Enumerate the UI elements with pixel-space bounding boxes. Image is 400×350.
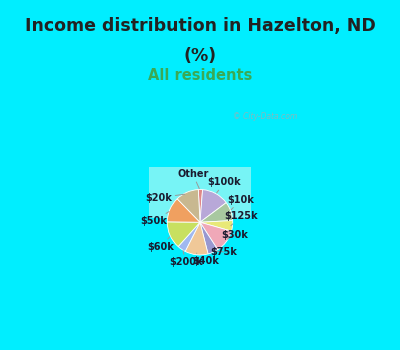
Wedge shape [177,190,200,222]
Text: (%): (%) [184,47,216,65]
Wedge shape [200,220,233,231]
Text: $20k: $20k [146,193,185,203]
Wedge shape [200,222,218,254]
Text: $75k: $75k [210,247,237,257]
Wedge shape [200,190,226,222]
Text: $60k: $60k [148,237,175,252]
Text: Income distribution in Hazelton, ND: Income distribution in Hazelton, ND [25,17,375,35]
Text: © City-Data.com: © City-Data.com [233,112,298,121]
Wedge shape [185,222,208,255]
Text: All residents: All residents [148,68,252,83]
Text: $200k: $200k [169,251,202,267]
Wedge shape [167,222,200,246]
Wedge shape [167,199,200,222]
Text: $100k: $100k [208,177,241,193]
Wedge shape [178,222,200,251]
Text: $40k: $40k [193,253,220,266]
Text: $10k: $10k [228,195,254,210]
Text: $50k: $50k [140,211,169,226]
FancyBboxPatch shape [149,167,251,218]
Wedge shape [200,222,232,250]
Wedge shape [200,203,233,222]
Wedge shape [198,190,202,222]
Text: Other: Other [177,169,208,189]
Text: $125k: $125k [224,211,258,226]
Text: $30k: $30k [221,230,248,239]
